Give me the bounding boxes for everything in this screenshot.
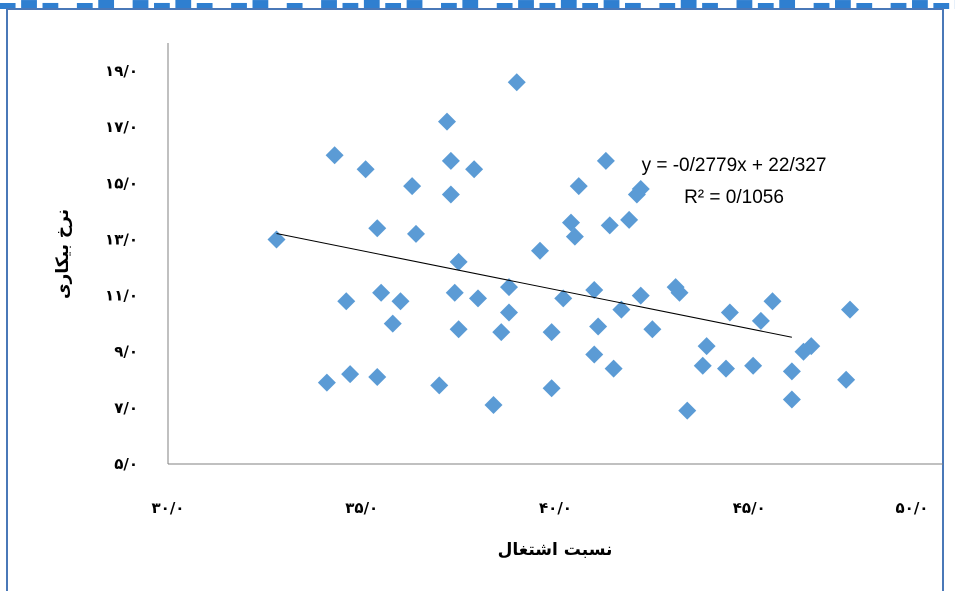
data-point-marker <box>585 345 604 364</box>
axes <box>167 43 943 465</box>
data-point-marker <box>531 241 549 260</box>
y-tick-labels: ۵/۰ ۷/۰ ۹/۰ ۱۱/۰ ۱۳/۰ ۱۵/۰ ۱۷/۰ ۱۹/۰ <box>105 62 138 473</box>
data-point-marker <box>562 213 580 232</box>
data-point-marker <box>325 146 344 165</box>
data-point-marker <box>492 323 511 342</box>
x-tick-label: ۳۰/۰ <box>152 499 185 517</box>
data-point-marker <box>267 230 286 249</box>
trendline-r-squared: R² = 0/1056 <box>684 187 784 208</box>
data-point-marker <box>445 283 464 302</box>
data-point-marker <box>589 317 608 336</box>
data-point-marker <box>407 224 425 243</box>
data-point-marker <box>720 303 739 322</box>
data-point-marker <box>441 185 460 204</box>
data-point-marker <box>612 300 631 319</box>
data-point-marker <box>341 365 360 384</box>
banner-glyphs: ▂▃▂ ▂▃ ▃▂▃▂ ▂▃ ▂ ▃▂▃▂▃ ▂▃ ▂▃▂▃▂▃▂ ▂▃▂ ▃▂… <box>0 0 955 9</box>
y-tick-label: ۱۵/۰ <box>105 174 138 192</box>
data-point-marker <box>802 337 821 356</box>
data-point-marker <box>751 311 770 330</box>
data-point-marker <box>484 396 503 415</box>
data-point-marker <box>507 73 526 92</box>
data-point-marker <box>841 300 859 319</box>
data-point-marker <box>837 370 856 389</box>
data-point-marker <box>469 289 487 308</box>
data-point-marker <box>403 177 422 196</box>
trendline <box>276 233 792 338</box>
data-point-marker <box>717 359 735 378</box>
data-point-marker <box>631 179 650 198</box>
data-point-marker <box>317 373 336 392</box>
data-point-marker <box>368 219 387 238</box>
data-points <box>267 73 859 420</box>
data-point-marker <box>465 160 484 179</box>
data-point-marker <box>542 323 561 342</box>
data-point-marker <box>631 286 650 305</box>
data-point-marker <box>744 356 763 375</box>
y-tick-label: ۹/۰ <box>114 343 138 361</box>
data-point-marker <box>604 359 623 378</box>
data-point-marker <box>500 303 518 322</box>
data-point-marker <box>554 289 573 308</box>
data-point-marker <box>678 401 697 420</box>
y-tick-label: ۱۹/۰ <box>105 62 138 80</box>
data-point-marker <box>449 252 468 271</box>
data-point-marker <box>643 320 662 339</box>
data-point-marker <box>782 362 801 381</box>
data-point-marker <box>337 292 356 311</box>
data-point-marker <box>620 210 639 229</box>
top-banner-cropped-text: ▂▃▂ ▂▃ ▃▂▃▂ ▂▃ ▂ ▃▂▃▂▃ ▂▃ ▂▃▂▃▂▃▂ ▂▃▂ ▃▂… <box>0 0 955 9</box>
data-point-marker <box>391 292 410 311</box>
y-tick-label: ۱۷/۰ <box>105 118 138 136</box>
data-point-marker <box>383 314 402 333</box>
y-axis-title: نرخ بیکاری <box>53 209 73 299</box>
x-tick-label: ۴۵/۰ <box>733 499 766 517</box>
data-point-marker <box>697 337 716 356</box>
data-point-marker <box>670 283 689 302</box>
chart-frame <box>6 8 944 591</box>
x-tick-label: ۴۰/۰ <box>539 499 572 517</box>
data-point-marker <box>596 151 615 170</box>
x-tick-label: ۳۵/۰ <box>345 499 378 517</box>
data-point-marker <box>600 216 619 235</box>
x-tick-label: ۵۰/۰ <box>896 499 929 517</box>
data-point-marker <box>500 278 518 297</box>
data-point-marker <box>438 112 456 131</box>
data-point-marker <box>430 376 449 395</box>
data-point-marker <box>449 320 468 339</box>
data-point-marker <box>542 379 561 398</box>
y-tick-label: ۱۱/۰ <box>105 287 138 305</box>
x-axis-title: نسبت اشتغال <box>498 540 613 560</box>
data-point-marker <box>368 367 387 386</box>
y-tick-label: ۷/۰ <box>114 399 138 417</box>
data-point-marker <box>763 292 782 311</box>
y-tick-label: ۵/۰ <box>114 455 138 473</box>
data-point-marker <box>693 356 712 375</box>
trendline-equation: y = -0/2779x + 22/327 <box>642 155 827 176</box>
data-point-marker <box>356 160 375 179</box>
data-point-marker <box>585 280 604 299</box>
x-tick-labels: ۳۰/۰ ۳۵/۰ ۴۰/۰ ۴۵/۰ ۵۰/۰ <box>152 499 929 517</box>
data-point-marker <box>565 227 584 246</box>
data-point-marker <box>441 151 460 170</box>
data-point-marker <box>372 283 391 302</box>
y-tick-label: ۱۳/۰ <box>105 230 138 248</box>
data-point-marker <box>569 177 588 196</box>
data-point-marker <box>782 390 801 409</box>
